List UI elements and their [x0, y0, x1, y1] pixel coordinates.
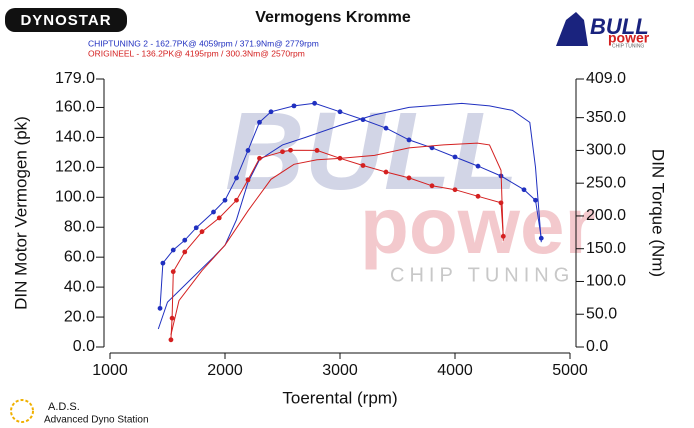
marker — [193, 225, 199, 231]
watermark-chip: CHIP TUNING — [390, 264, 574, 286]
x-tick-label: 5000 — [552, 362, 588, 379]
y2-tick-label: 50.0 — [586, 305, 617, 322]
legend-entry: CHIPTUNING 2 - 162.7PK@ 4059rpm / 371.9N… — [88, 38, 319, 48]
torque-line — [159, 102, 542, 309]
marker — [216, 215, 222, 221]
marker — [169, 315, 175, 321]
x-tick-label: 2000 — [207, 362, 243, 379]
dynostar-text: DYNOSTAR — [20, 12, 111, 29]
marker — [406, 137, 412, 143]
marker — [168, 337, 174, 343]
y2-tick-label: 0.0 — [586, 338, 608, 355]
x-tick-label: 4000 — [437, 362, 473, 379]
y-tick-label: 100.0 — [55, 188, 95, 205]
marker — [288, 147, 293, 153]
marker — [182, 249, 188, 255]
y2-tick-label: 150.0 — [586, 240, 626, 257]
marker — [475, 163, 481, 169]
marker — [268, 109, 274, 115]
y-tick-label: 120.0 — [55, 159, 95, 176]
marker — [498, 200, 504, 206]
marker — [533, 197, 538, 203]
y2-tick-label: 350.0 — [586, 109, 626, 126]
power-line — [170, 142, 504, 336]
marker — [429, 145, 435, 151]
y2-tick-label: 250.0 — [586, 174, 626, 191]
watermark: BULL power CHIP TUNING — [225, 90, 596, 286]
marker — [314, 148, 320, 153]
marker — [222, 197, 228, 203]
ads-text: A.D.S. — [48, 401, 80, 413]
x-tick-label: 3000 — [322, 362, 358, 379]
marker — [452, 187, 458, 193]
y-tick-label: 40.0 — [64, 278, 95, 295]
marker — [360, 117, 366, 123]
marker — [157, 305, 163, 311]
power-logo: power — [608, 30, 650, 46]
marker — [199, 229, 205, 235]
bull-logo: BULL — [590, 14, 649, 39]
ads-full: Advanced Dyno Station — [44, 415, 149, 426]
x-axis-label: Toerental (rpm) — [282, 388, 397, 407]
marker — [170, 269, 176, 275]
marker — [234, 175, 239, 181]
y2-tick-label: 300.0 — [586, 142, 626, 159]
marker — [337, 155, 343, 161]
y2-tick-label: 409.0 — [586, 70, 626, 87]
marker — [360, 163, 366, 168]
marker — [291, 103, 297, 109]
marker — [521, 187, 527, 193]
marker — [500, 233, 506, 239]
y-tick-label: 140.0 — [55, 129, 95, 146]
marker — [383, 125, 389, 131]
y-axis-label: DIN Motor Vermogen (pk) — [11, 116, 30, 310]
y-tick-label: 0.0 — [73, 338, 95, 355]
y-tick-label: 60.0 — [64, 248, 95, 265]
marker — [280, 149, 285, 155]
y2-tick-label: 100.0 — [586, 273, 626, 290]
marker — [234, 197, 239, 203]
marker — [170, 247, 176, 253]
marker — [406, 175, 412, 181]
marker — [182, 237, 188, 243]
x-tick-label: 1000 — [92, 362, 128, 379]
marker — [211, 209, 216, 215]
bull-icon — [556, 12, 588, 46]
dynostar-logo — [5, 8, 127, 32]
y-tick-label: 80.0 — [64, 218, 95, 235]
marker — [538, 235, 544, 241]
marker — [312, 100, 317, 106]
marker — [475, 193, 481, 199]
ads-icon — [10, 399, 34, 423]
chart-title: Vermogens Kromme — [255, 9, 411, 26]
y-tick-label: 20.0 — [64, 308, 95, 325]
chip-logo: CHIP TUNING — [612, 43, 644, 49]
y-tick-label: 179.0 — [55, 70, 95, 87]
y2-tick-label: 200.0 — [586, 207, 626, 224]
marker — [429, 183, 435, 189]
y2-axis-label: DIN Torque (Nm) — [649, 149, 668, 277]
marker — [160, 260, 166, 266]
marker — [383, 169, 389, 175]
marker — [337, 109, 343, 115]
y-tick-label: 160.0 — [55, 99, 95, 116]
legend-entry: ORIGINEEL - 136.2PK@ 4195rpm / 300.3Nm@ … — [88, 48, 305, 58]
marker — [452, 154, 458, 160]
marker — [245, 177, 251, 183]
marker — [257, 119, 262, 125]
marker — [245, 148, 251, 153]
marker — [257, 155, 262, 161]
